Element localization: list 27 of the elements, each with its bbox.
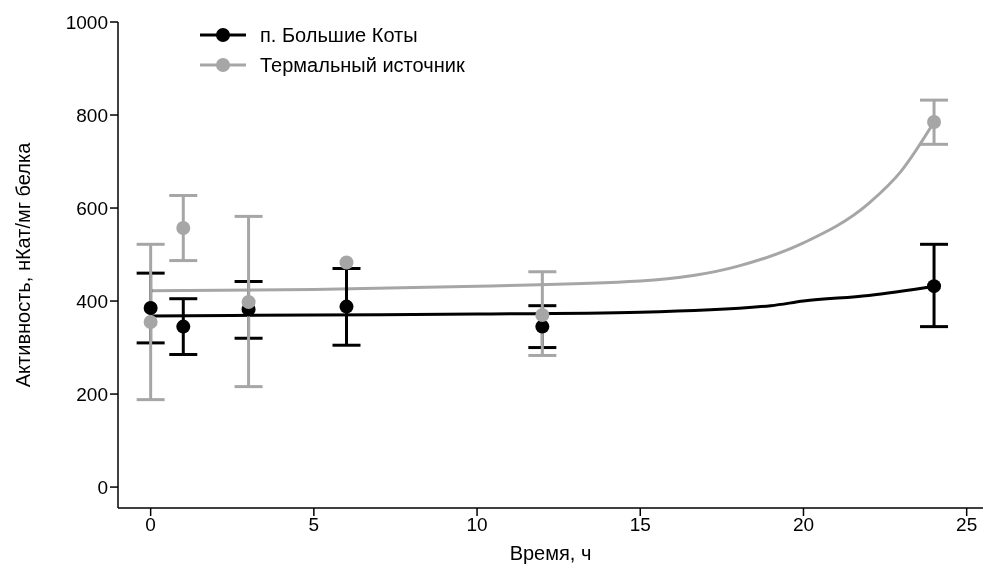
x-tick-label: 15 (629, 514, 651, 536)
y-axis-title: Активность, нКат/мг белка (12, 141, 35, 388)
point (176, 221, 191, 236)
y-tick-label: 400 (76, 290, 108, 312)
x-tick-label: 0 (145, 514, 156, 536)
legend-label: Термальный источник (260, 53, 465, 78)
y-tick-label: 1000 (65, 11, 108, 33)
y-tick-label: 600 (76, 197, 108, 219)
legend-label: п. Большие Коты (260, 23, 418, 48)
point (143, 314, 158, 329)
point (241, 294, 256, 309)
x-tick-label: 20 (792, 514, 815, 536)
point (927, 114, 942, 129)
x-tick-label: 25 (956, 514, 978, 536)
y-tick-label: 800 (76, 104, 108, 126)
point (339, 255, 354, 270)
x-tick-label: 10 (466, 514, 488, 536)
point (143, 301, 158, 316)
y-tick-label: 200 (76, 383, 108, 405)
point (339, 299, 354, 314)
x-axis-title: Время, ч (509, 542, 592, 564)
point (176, 319, 191, 334)
point (535, 319, 550, 334)
y-tick-label: 0 (97, 476, 108, 498)
point (535, 308, 550, 322)
x-tick-label: 5 (308, 514, 320, 536)
point (927, 279, 942, 294)
